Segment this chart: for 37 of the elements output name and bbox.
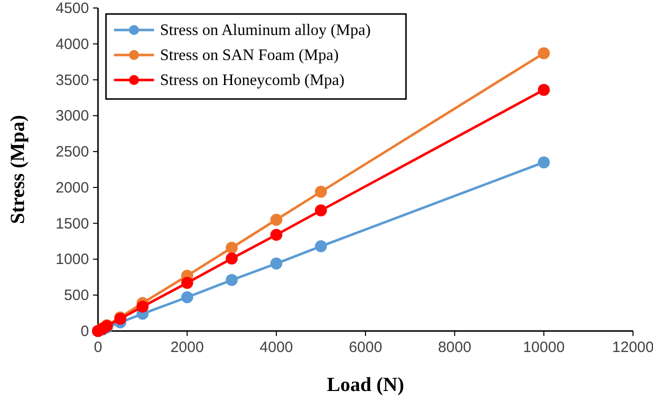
legend-label: Stress on SAN Foam (Mpa) xyxy=(160,47,339,64)
y-tick-label: 4000 xyxy=(56,36,89,53)
y-axis-title: Stress (Mpa) xyxy=(7,114,29,224)
x-axis-title: Load (N) xyxy=(326,374,404,396)
point xyxy=(314,240,327,252)
x-tick-label: 8000 xyxy=(438,339,472,356)
y-tick-label: 2500 xyxy=(56,144,89,161)
point xyxy=(136,300,149,313)
point xyxy=(270,258,282,270)
point xyxy=(226,252,238,265)
y-tick-label: 4500 xyxy=(56,0,89,17)
x-tick-label: 12000 xyxy=(612,339,653,356)
point xyxy=(181,276,194,289)
y-tick-label: 2000 xyxy=(56,179,89,196)
x-tick-label: 0 xyxy=(94,339,102,356)
y-tick-label: 1000 xyxy=(56,251,89,268)
point xyxy=(270,214,282,226)
point xyxy=(538,84,550,96)
point xyxy=(226,274,238,286)
point xyxy=(314,186,327,198)
x-tick-label: 2000 xyxy=(170,339,204,356)
point xyxy=(314,204,327,216)
x-tick-label: 6000 xyxy=(348,339,382,356)
point xyxy=(181,291,194,304)
x-tick-label: 4000 xyxy=(260,339,294,356)
point xyxy=(538,156,550,168)
legend-label: Stress on Honeycomb (Mpa) xyxy=(160,72,344,89)
y-tick-label: 1500 xyxy=(56,215,89,232)
point xyxy=(226,242,238,254)
point xyxy=(538,47,550,60)
point xyxy=(270,228,282,241)
y-tick-label: 3500 xyxy=(56,72,89,89)
y-tick-label: 0 xyxy=(80,323,89,340)
y-tick-label: 500 xyxy=(64,287,89,304)
y-tick-label: 3000 xyxy=(56,108,89,125)
legend-label: Stress on Aluminum alloy (Mpa) xyxy=(160,22,371,39)
x-tick-label: 10000 xyxy=(522,339,565,356)
